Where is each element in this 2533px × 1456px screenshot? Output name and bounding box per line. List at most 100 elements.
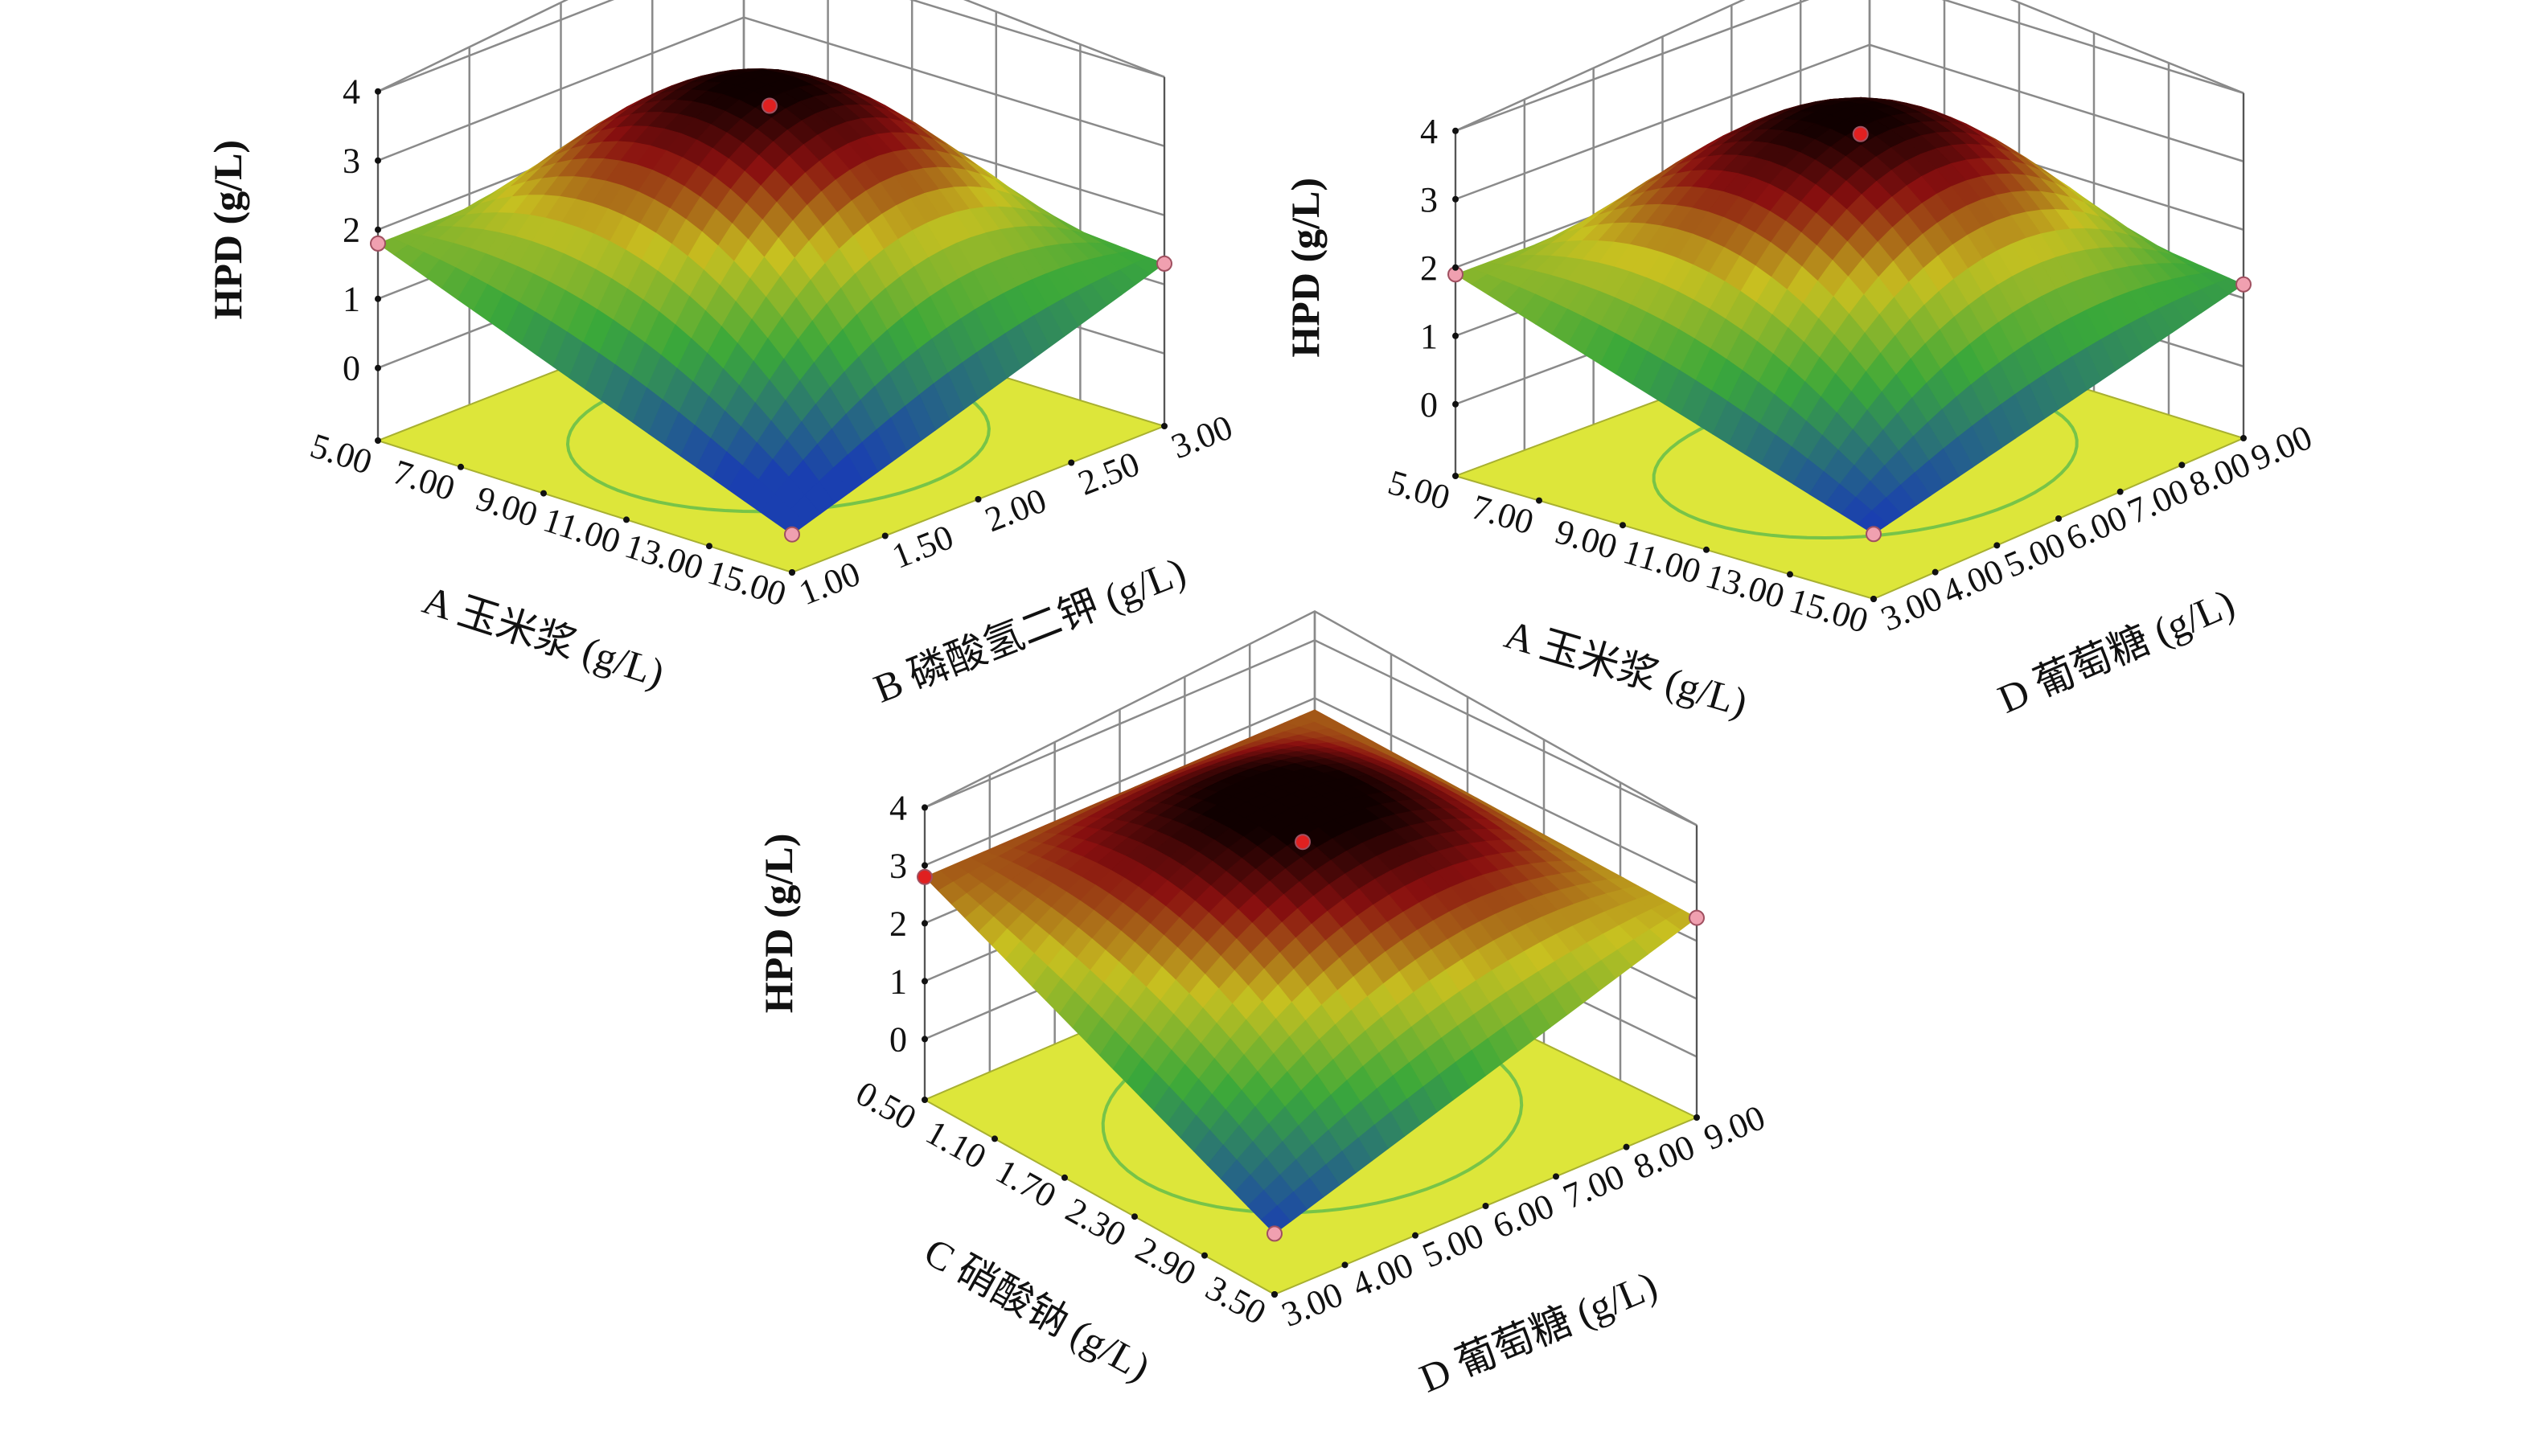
z-grid-line [377,0,1165,92]
y-axis-label: D 葡萄糖 (g/L) [1413,1262,1663,1401]
x-tick-mark [1131,1213,1138,1220]
design-point [1866,526,1882,543]
z-axis-label: HPD (g/L) [756,834,801,1014]
z-tick-mark [1452,332,1459,339]
z-tick-label: 0 [343,349,360,388]
x-tick-mark [922,1097,928,1103]
response-surface [924,709,1698,1234]
z-tick-label: 1 [1420,317,1438,356]
x-tick-mark [623,516,630,523]
y-tick-mark [2240,435,2247,441]
y-tick-mark [1161,423,1168,429]
design-point [1156,255,1172,272]
x-tick-mark [540,490,547,497]
y-tick-mark [881,532,889,539]
z-tick-label: 3 [343,141,360,181]
z-grid-line [1455,0,2244,132]
z-tick-mark [922,978,928,985]
z-tick-label: 1 [343,280,360,319]
z-tick-mark [1452,264,1459,271]
optimum-point [762,97,778,114]
z-tick-label: 4 [1420,112,1438,151]
z-grid-line [924,639,1698,826]
z-axis-label: HPD (g/L) [205,140,250,320]
z-tick-mark [375,88,381,95]
z-tick-label: 4 [343,72,360,112]
design-point [1266,1225,1283,1242]
design-point [2235,276,2252,293]
z-tick-label: 1 [889,962,907,1001]
z-grid-line [1455,43,2244,200]
design-points [1447,125,2252,543]
x-axis-label: C 硝酸钠 (g/L) [917,1228,1157,1389]
x-tick-label: 0.50 [849,1073,922,1138]
y-tick-mark [789,569,795,576]
z-tick-mark [922,920,928,927]
design-point [784,526,800,543]
z-tick-label: 2 [889,904,907,943]
response-surface [1455,96,2244,535]
z-tick-label: 4 [889,788,907,827]
y-tick-mark [1482,1203,1489,1209]
z-tick-label: 2 [343,211,360,250]
y-tick-mark [2116,488,2124,495]
x-tick-mark [1787,571,1793,578]
y-tick-mark [2055,515,2062,522]
z-tick-mark [375,364,381,371]
optimum-point [1852,125,1869,142]
x-tick-mark [458,463,464,470]
design-points [917,834,1705,1242]
x-tick-mark [1620,522,1626,529]
z-tick-label: 2 [1420,248,1438,288]
x-tick-mark [1536,497,1542,504]
x-tick-mark [1452,473,1459,479]
x-tick-mark [1703,546,1710,553]
z-tick-mark [375,226,381,233]
optimum-point [917,868,933,885]
z-axis-label: HPD (g/L) [1283,178,1328,358]
z-tick-label: 0 [1420,385,1438,424]
y-tick-mark [1870,596,1877,602]
z-tick-label: 3 [889,846,907,885]
x-tick-mark [991,1135,998,1142]
z-tick-label: 0 [889,1019,907,1059]
design-point [1689,909,1705,926]
x-tick-mark [1201,1252,1208,1259]
y-tick-mark [1623,1143,1630,1150]
y-tick-mark [1553,1173,1559,1180]
y-tick-mark [975,496,982,502]
wall-top-rim [1455,0,2244,132]
z-tick-mark [1452,127,1459,134]
y-tick-mark [1068,459,1075,466]
wall-top-rim [924,609,1698,826]
y-tick-mark [1993,542,2001,549]
z-tick-mark [922,1036,928,1043]
x-tick-mark [1061,1174,1068,1181]
wall-top-rim [377,0,1165,92]
z-tick-mark [375,157,381,164]
design-points [370,97,1172,543]
z-tick-mark [375,295,381,302]
y-tick-mark [1412,1232,1418,1239]
y-tick-mark [1271,1291,1278,1298]
response-surface [377,68,1165,535]
design-point [370,235,386,252]
x-tick-mark [706,543,712,550]
y-tick-mark [1932,568,1939,576]
z-tick-mark [922,862,928,869]
optimum-point [1295,834,1311,851]
y-tick-mark [1693,1114,1700,1121]
x-tick-mark [375,437,381,444]
z-grid-line [924,697,1698,884]
y-tick-label: 9.00 [1698,1097,1771,1158]
z-tick-mark [922,804,928,811]
z-tick-label: 3 [1420,180,1438,219]
y-tick-mark [1341,1261,1349,1269]
z-tick-mark [1452,195,1459,203]
z-grid-line [377,16,1165,162]
y-tick-mark [2178,461,2186,469]
z-tick-mark [1452,400,1459,408]
